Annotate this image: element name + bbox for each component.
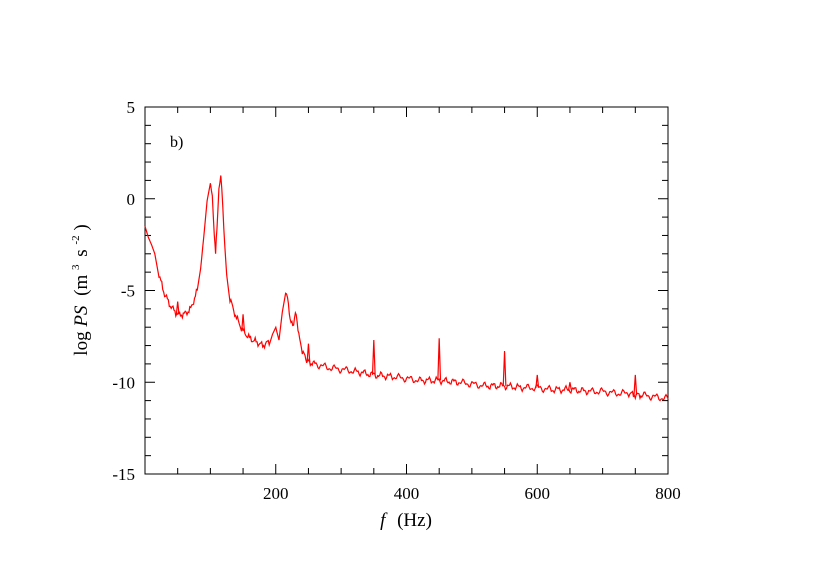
series-line <box>144 175 669 402</box>
series-spike <box>568 382 572 390</box>
y-axis-label-unit-s: s <box>71 249 92 256</box>
x-tick-label: 400 <box>394 484 420 503</box>
series-layer <box>144 175 669 402</box>
y-axis-label-exp-3: 3 <box>70 264 82 270</box>
x-axis-label-unit: (Hz) <box>397 510 432 531</box>
y-axis-label-unit-close: ) <box>71 224 92 230</box>
y-axis-label-log: log <box>71 331 92 356</box>
series-spike <box>437 338 442 381</box>
x-axis-label: f (Hz) <box>380 510 432 531</box>
axis-ticks <box>145 107 668 474</box>
y-axis-label-symbol: PS <box>71 305 92 328</box>
x-tick-label: 200 <box>263 484 289 503</box>
series-spike <box>371 340 376 375</box>
y-tick-labels: 5 0 -5 -10 -15 <box>112 98 135 484</box>
x-axis-label-symbol: f <box>380 510 388 531</box>
y-tick-label: -10 <box>112 373 135 392</box>
y-axis-label-unit-open: (m <box>71 274 92 295</box>
series-spike <box>175 301 180 315</box>
y-tick-label: -15 <box>112 465 135 484</box>
x-tick-label: 800 <box>655 484 681 503</box>
plot-frame <box>144 106 669 475</box>
y-tick-label: -5 <box>121 282 135 301</box>
series-spike <box>241 314 245 331</box>
series-spike <box>535 374 540 388</box>
y-tick-label: 0 <box>127 190 136 209</box>
y-tick-label: 5 <box>127 98 136 117</box>
x-tick-label: 600 <box>525 484 551 503</box>
series-spike <box>306 343 311 363</box>
plot-area <box>144 106 669 475</box>
series-spike <box>633 374 638 396</box>
x-tick-labels: 200 400 600 800 <box>263 484 681 503</box>
y-axis-label: log PS (m 3 s -2 ) <box>63 224 92 355</box>
panel-label: b) <box>170 134 183 151</box>
y-axis-label-exp-minus2: -2 <box>70 235 82 244</box>
series-spike <box>502 351 507 386</box>
